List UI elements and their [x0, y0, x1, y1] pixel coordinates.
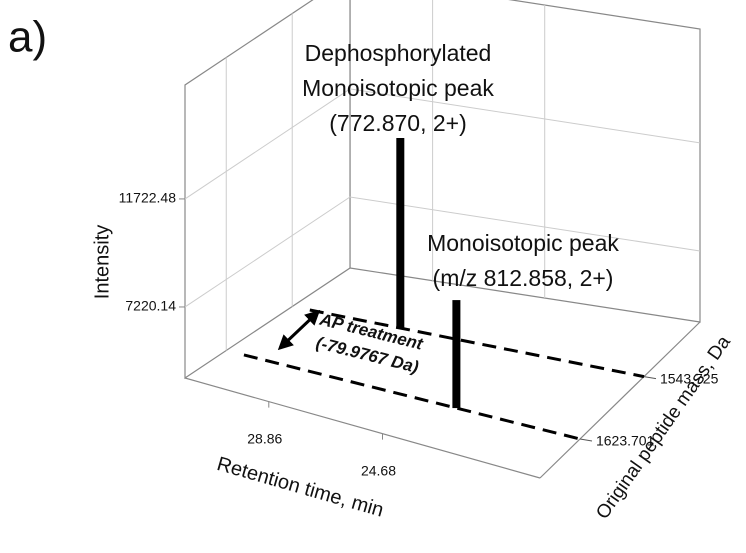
grid-line [184, 88, 701, 200]
dashed-guide [243, 353, 581, 441]
floor-edge [539, 321, 701, 479]
x-tick-label: 28.86 [247, 430, 282, 446]
z-tick-label: 7220.14 [125, 298, 176, 314]
shift-arrow [277, 309, 321, 351]
z-axis-title: Intensity [91, 225, 113, 299]
dashed-guide [309, 308, 645, 379]
peak-label: (m/z 812.858, 2+) [433, 265, 614, 291]
z-tick-label: 11722.48 [119, 190, 177, 206]
x-tick-label: 24.68 [361, 462, 396, 478]
y-axis-title: Original peptide mass, Da [592, 332, 735, 523]
peak-label: (772.870, 2+) [329, 110, 466, 136]
peak [396, 138, 405, 329]
peak [452, 300, 461, 409]
peak-label: Monoisotopic peak [427, 230, 619, 256]
floor-edge [184, 377, 541, 479]
panel-label: a) [8, 13, 47, 62]
y-tick [643, 376, 657, 380]
peak-label: Dephosphorylated [305, 40, 492, 66]
y-tick-label: 1543.725 [660, 370, 719, 386]
y-tick [579, 438, 593, 442]
peak-label: Monoisotopic peak [302, 75, 494, 101]
y-tick-label: 1623.701 [596, 433, 655, 449]
grid-line [184, 196, 701, 308]
